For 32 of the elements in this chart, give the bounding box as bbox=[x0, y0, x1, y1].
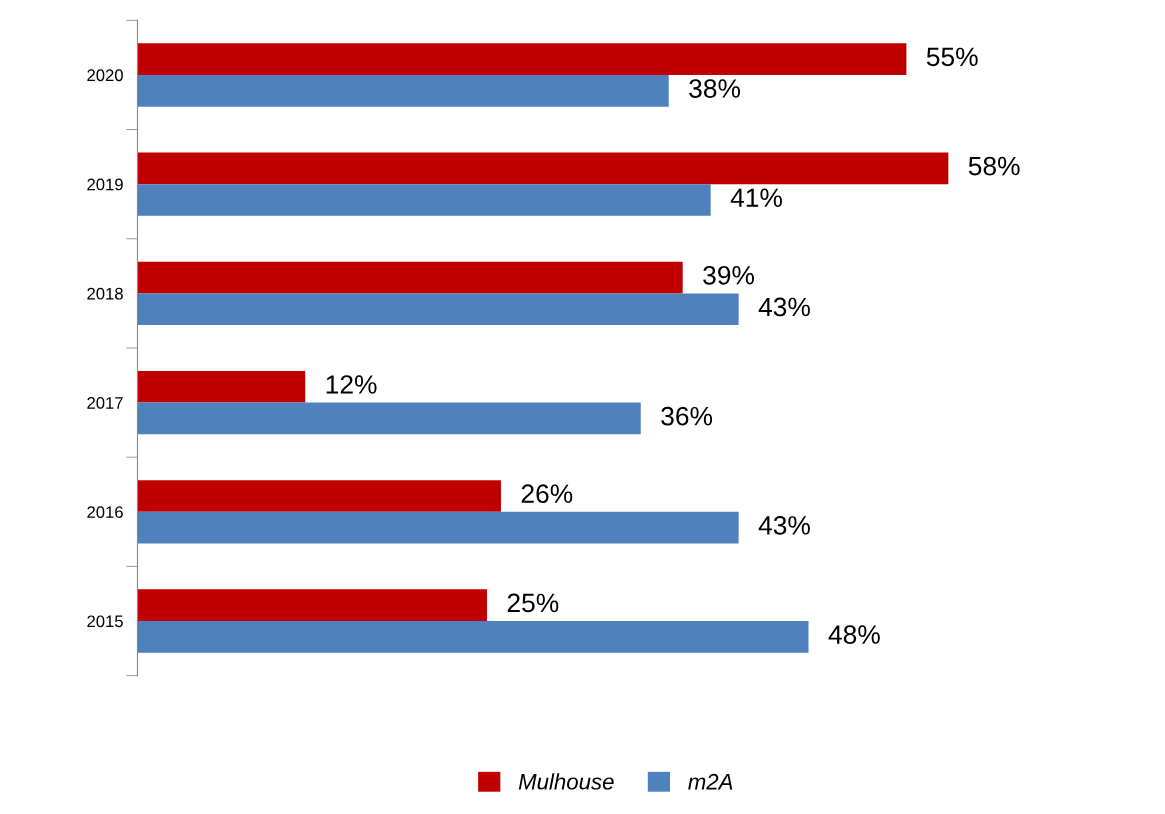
y-tick-label: 2015 bbox=[87, 615, 123, 628]
bar bbox=[137, 43, 907, 75]
data-label: 58% bbox=[968, 156, 1020, 176]
bar bbox=[137, 370, 306, 403]
data-label: 25% bbox=[507, 593, 559, 613]
y-tick-label: 2020 bbox=[87, 69, 123, 82]
bar bbox=[137, 184, 711, 216]
legend-label: m2A bbox=[688, 773, 733, 790]
bar bbox=[137, 621, 809, 653]
data-label: 39% bbox=[703, 265, 755, 285]
y-tick-label: 2018 bbox=[87, 287, 123, 300]
y-tick-label: 2019 bbox=[87, 178, 123, 191]
data-label: 43% bbox=[758, 297, 810, 317]
bar bbox=[137, 511, 739, 544]
data-label: 36% bbox=[661, 406, 713, 426]
bar bbox=[137, 74, 669, 107]
bar bbox=[137, 261, 683, 294]
y-tick-label: 2016 bbox=[87, 506, 123, 519]
bar bbox=[137, 480, 501, 512]
data-label: 41% bbox=[730, 188, 782, 207]
data-label: 48% bbox=[828, 625, 880, 644]
bar bbox=[137, 589, 487, 622]
data-label: 12% bbox=[326, 375, 377, 394]
data-label: 38% bbox=[689, 79, 741, 98]
legend-label: Mulhouse bbox=[518, 773, 614, 790]
data-label: 43% bbox=[758, 516, 810, 535]
bar bbox=[137, 293, 739, 326]
bar bbox=[137, 152, 949, 185]
data-label: 55% bbox=[926, 47, 978, 67]
y-tick-label: 2017 bbox=[87, 396, 123, 409]
data-label: 26% bbox=[521, 484, 573, 504]
bar bbox=[137, 402, 641, 435]
